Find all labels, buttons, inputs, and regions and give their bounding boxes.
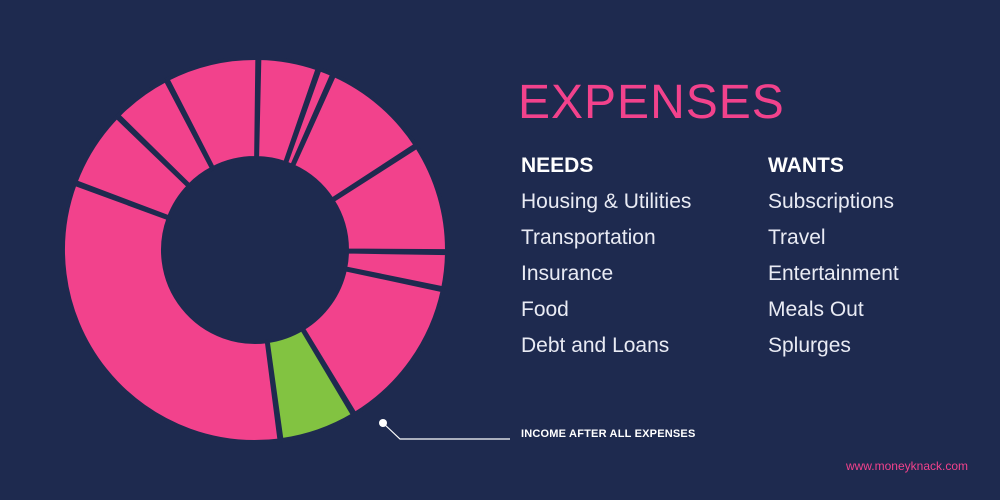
needs-item: Transportation	[521, 226, 656, 249]
expense-segment	[164, 56, 260, 171]
wants-item: Splurges	[768, 334, 851, 357]
needs-item: Debt and Loans	[521, 334, 670, 357]
website-link[interactable]: www.moneyknack.com	[845, 459, 968, 473]
wants-column: WANTS Subscriptions Travel Entertainment…	[768, 152, 998, 368]
needs-column: NEEDS Housing & Utilities Transportation…	[521, 152, 751, 368]
expense-segment	[300, 266, 446, 417]
wants-heading: WANTS	[768, 154, 844, 177]
expense-segment	[329, 143, 449, 254]
expenses-title: EXPENSES	[518, 76, 785, 129]
callout-leader-line	[382, 422, 510, 440]
needs-item: Housing & Utilities	[521, 190, 692, 213]
wants-item: Travel	[768, 226, 826, 249]
expense-segment	[115, 77, 215, 189]
wants-item: Entertainment	[768, 262, 899, 285]
wants-item: Meals Out	[768, 298, 864, 321]
income-callout-label: INCOME AFTER ALL EXPENSES	[521, 428, 696, 440]
needs-item: Food	[521, 298, 569, 321]
expense-segment	[290, 72, 419, 203]
income-segment	[265, 326, 356, 443]
expense-segment	[61, 181, 282, 444]
expense-segment	[72, 114, 192, 220]
wants-item: Subscriptions	[768, 190, 895, 213]
needs-heading: NEEDS	[521, 154, 594, 177]
needs-item: Insurance	[521, 262, 614, 285]
expense-segment	[255, 56, 321, 166]
